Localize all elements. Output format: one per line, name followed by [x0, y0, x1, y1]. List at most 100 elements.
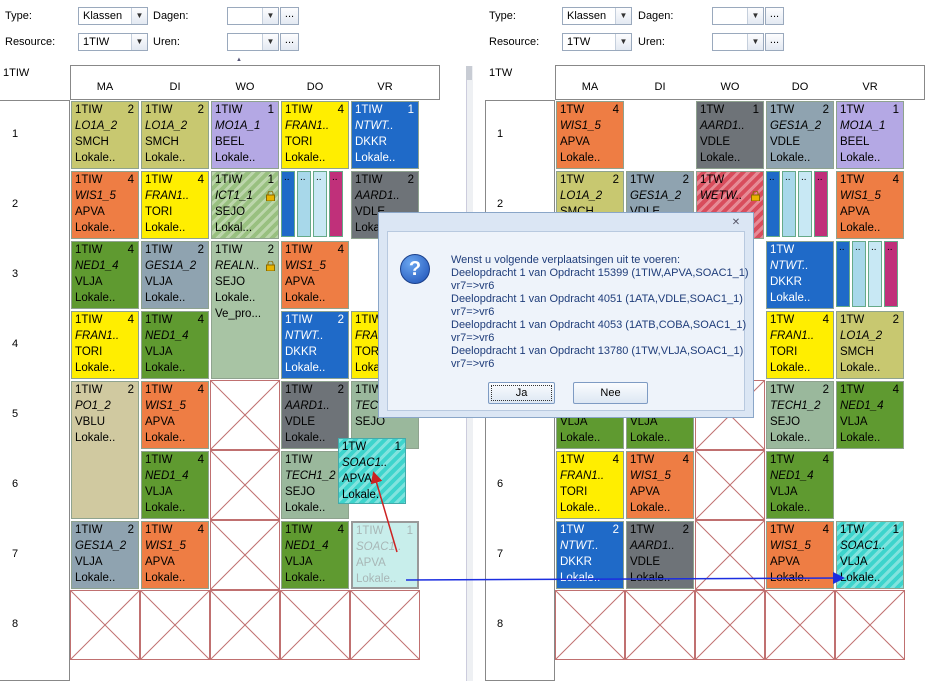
lesson-card[interactable]: 1TW 4 WIS1_5 APVA Lokale.. — [556, 101, 624, 169]
lesson-count: 2 — [682, 174, 689, 186]
lesson-room: Lokale.. — [285, 152, 326, 164]
lesson-subject: AARD1.. — [355, 190, 400, 202]
lesson-card[interactable]: 1TIW 2 NTWT.. DKKR Lokale.. — [281, 311, 349, 379]
sub-lesson-block[interactable]: .. — [868, 241, 882, 307]
lesson-card[interactable]: 1TIW 4 WIS1_5 APVA Lokale.. — [71, 171, 139, 239]
sub-lesson-block[interactable]: .. — [766, 171, 780, 237]
sub-lesson-block[interactable]: .. — [852, 241, 866, 307]
lesson-subject: LO1A_2 — [840, 330, 883, 342]
lesson-class: 1TIW — [356, 525, 384, 537]
resource-select[interactable]: 1TIW ▼ — [78, 33, 148, 51]
lesson-card[interactable]: 1TIW 4 WIS1_5 APVA Lokale.. — [141, 521, 209, 589]
lesson-subject: GES1A_2 — [145, 260, 197, 272]
type-select[interactable]: Klassen ▼ — [78, 7, 148, 25]
lesson-card[interactable]: 1TW 1 AARD1.. VDLE Lokale.. — [696, 101, 764, 169]
hours-select[interactable]: ▼ — [227, 33, 279, 51]
lesson-room: Lokale.. — [770, 432, 811, 444]
sub-lesson-block[interactable]: .. — [297, 171, 311, 237]
lesson-card[interactable]: 1TIW 1 SOAC1.. APVA Lokale.. — [351, 521, 419, 589]
lesson-teacher: APVA — [356, 557, 386, 569]
lesson-card[interactable]: 1TW 2 LO1A_2 SMCH Lokale.. — [836, 311, 904, 379]
lesson-card[interactable]: 1TW 4 WIS1_5 APVA Lokale.. — [626, 451, 694, 519]
sub-lesson-block[interactable]: .. — [836, 241, 850, 307]
lesson-teacher: SMCH — [840, 346, 874, 358]
lesson-card[interactable]: 1TW 2 AARD1.. VDLE Lokale.. — [626, 521, 694, 589]
lesson-card[interactable]: 1TIW 2 GES1A_2 VLJA Lokale.. — [71, 521, 139, 589]
no-button[interactable]: Nee — [573, 382, 648, 404]
lesson-card[interactable]: 1TIW 4 WIS1_5 APVA Lokale.. — [141, 381, 209, 449]
lesson-count: 2 — [612, 524, 619, 536]
lesson-subject: WIS1_5 — [840, 190, 881, 202]
lesson-card[interactable]: 1TIW 2 LO1A_2 SMCH Lokale.. — [71, 101, 139, 169]
dialog-message-line: Deelopdracht 1 van Opdracht 13780 (1TW,V… — [451, 345, 744, 357]
days-select[interactable]: ▼ — [227, 7, 279, 25]
days-select[interactable]: ▼ — [712, 7, 764, 25]
lesson-card[interactable]: 1TIW 4 NED1_4 VLJA Lokale.. — [71, 241, 139, 309]
lesson-card[interactable]: 1TW 1 MO1A_1 BEEL Lokale.. — [836, 101, 904, 169]
days-browse-button[interactable]: ... — [765, 7, 784, 25]
splitter-handle[interactable] — [466, 66, 472, 80]
sub-lesson-block[interactable]: .. — [884, 241, 898, 307]
lesson-card[interactable]: 1TIW 4 FRAN1.. TORI Lokale.. — [281, 101, 349, 169]
question-icon: ? — [400, 254, 430, 284]
hours-browse-button[interactable]: ... — [765, 33, 784, 51]
lesson-card[interactable]: 1TW 2 GES1A_2 VDLE Lokale.. — [766, 101, 834, 169]
sub-lesson-block[interactable]: .. — [814, 171, 828, 237]
lesson-card[interactable]: 1TIW 2 REALN.. SEJO Lokale.. Ve_pro... — [211, 241, 279, 379]
close-icon[interactable]: ✕ — [731, 217, 741, 228]
lesson-card[interactable]: 1TIW 4 NED1_4 VLJA Lokale.. — [141, 451, 209, 519]
lesson-count: 2 — [337, 384, 344, 396]
lesson-card[interactable]: 1TIW 2 AARD1.. VDLE Lokale.. — [281, 381, 349, 449]
lesson-subject: NTWT.. — [285, 330, 324, 342]
dialog-message-line: Wenst u volgende verplaatsingen uit te v… — [451, 254, 681, 266]
lesson-card[interactable]: 1TIW 4 NED1_4 VLJA Lokale.. — [141, 311, 209, 379]
lesson-card[interactable]: 1TW 2 TECH1_2 SEJO Lokale.. — [766, 381, 834, 449]
yes-button[interactable]: Ja — [488, 382, 555, 404]
resize-grip-icon[interactable]: ▲ — [236, 57, 242, 63]
hour-label-8: 8 — [497, 618, 504, 630]
lesson-card[interactable]: 1TIW 2 PO1_2 VBLU Lokale.. — [71, 381, 139, 519]
sub-lesson-block[interactable]: .. — [313, 171, 327, 237]
lesson-class: 1TW — [770, 384, 795, 396]
lesson-count: 2 — [127, 384, 134, 396]
lesson-count: 4 — [822, 524, 829, 536]
lesson-card[interactable]: 1TIW 4 WIS1_5 APVA Lokale.. — [281, 241, 349, 309]
sub-lesson-block[interactable]: .. — [329, 171, 343, 237]
lesson-card[interactable]: 1TW 4 FRAN1.. TORI Lokale.. — [766, 311, 834, 379]
lesson-card[interactable]: 1TIW 2 LO1A_2 SMCH Lokale.. — [141, 101, 209, 169]
days-browse-button[interactable]: ... — [280, 7, 299, 25]
lesson-teacher: VLJA — [630, 416, 658, 428]
lesson-card[interactable]: 1TW 4 FRAN1.. TORI Lokale.. — [556, 451, 624, 519]
confirm-dialog: ✕ ? Wenst u volgende verplaatsingen uit … — [378, 212, 754, 418]
dragged-lesson-card[interactable]: 1TW 1 SOAC1.. APVA Lokale.. — [338, 438, 406, 504]
lesson-card[interactable]: 1TW 4 NED1_4 VLJA Lokale.. — [766, 451, 834, 519]
lesson-room: Lokale.. — [630, 432, 671, 444]
lesson-card[interactable]: 1TW 4 WIS1_5 APVA Lokale.. — [836, 171, 904, 239]
lesson-card[interactable]: 1TIW 1 ICT1_1 SEJO Lokal... — [211, 171, 279, 239]
lesson-card[interactable]: 1TIW 4 FRAN1.. TORI Lokale.. — [71, 311, 139, 379]
lesson-teacher: BEEL — [215, 136, 245, 148]
lesson-teacher: SMCH — [75, 136, 109, 148]
lesson-card[interactable]: 1TW NTWT.. DKKR Lokale.. — [766, 241, 834, 309]
lesson-card[interactable]: 1TW 2 NTWT.. DKKR Lokale.. — [556, 521, 624, 589]
lesson-card[interactable]: 1TW 4 NED1_4 VLJA Lokale.. — [836, 381, 904, 449]
sub-lesson-block[interactable]: .. — [798, 171, 812, 237]
lesson-teacher: TORI — [75, 346, 103, 358]
lesson-room: Lokale.. — [700, 152, 741, 164]
sub-lesson-block[interactable]: .. — [281, 171, 295, 237]
lesson-card[interactable]: 1TW 1 SOAC1.. VLJA Lokale.. — [836, 521, 904, 589]
lesson-card[interactable]: 1TIW 2 GES1A_2 VLJA Lokale.. — [141, 241, 209, 309]
sub-lesson-block[interactable]: .. — [782, 171, 796, 237]
hours-browse-button[interactable]: ... — [280, 33, 299, 51]
lesson-card[interactable]: 1TIW 1 NTWT.. DKKR Lokale.. — [351, 101, 419, 169]
hours-select[interactable]: ▼ — [712, 33, 764, 51]
resource-select[interactable]: 1TW ▼ — [562, 33, 632, 51]
lesson-card[interactable]: 1TIW 4 NED1_4 VLJA Lokale.. — [281, 521, 349, 589]
type-select[interactable]: Klassen ▼ — [562, 7, 632, 25]
lesson-card[interactable]: 1TIW 4 FRAN1.. TORI Lokale.. — [141, 171, 209, 239]
lesson-card[interactable]: 1TIW 1 MO1A_1 BEEL Lokale.. — [211, 101, 279, 169]
lesson-subject: NTWT.. — [560, 540, 599, 552]
lesson-count: 2 — [197, 244, 204, 256]
lesson-room: Lokale.. — [75, 292, 116, 304]
lesson-subject: SOAC1.. — [840, 540, 886, 552]
